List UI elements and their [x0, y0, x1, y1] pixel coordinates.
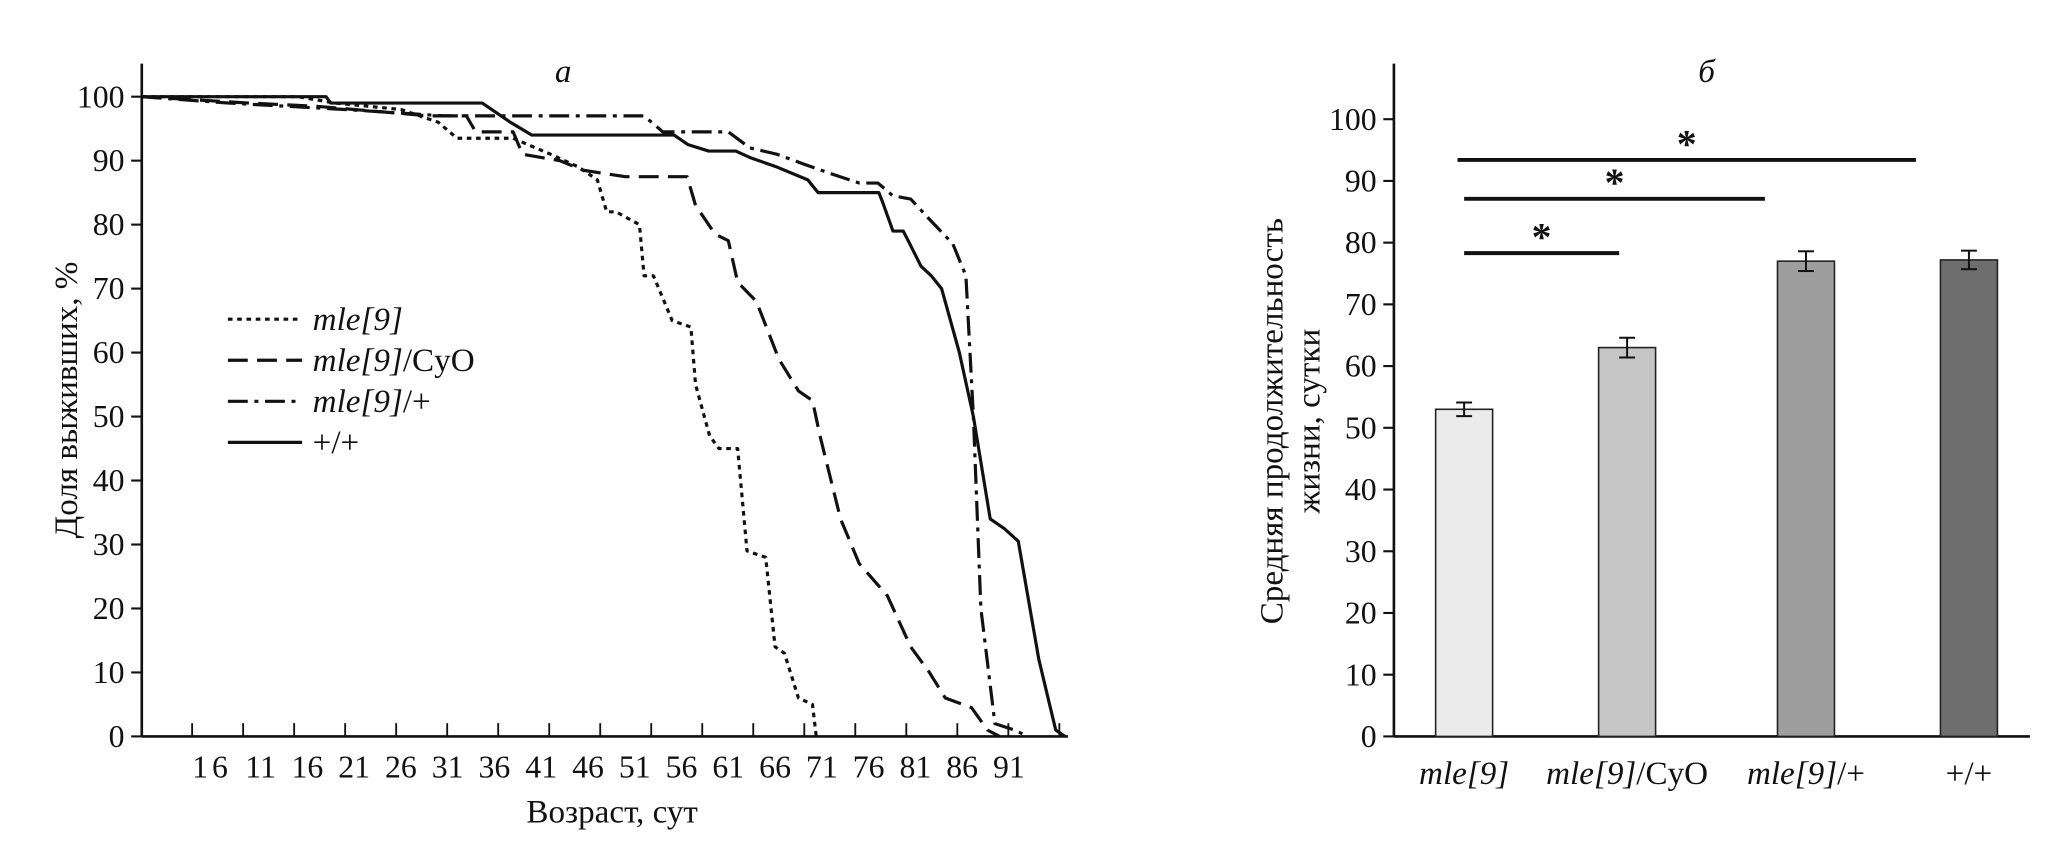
x-tick-label: 16	[291, 749, 323, 784]
x-tick-label: 21	[338, 749, 370, 784]
y-tick-label: 70	[93, 271, 125, 306]
x-tick-label: 91	[993, 749, 1025, 784]
x-category-label: mle[9]/+	[1747, 755, 1865, 792]
x-tick-label: 56	[666, 749, 698, 784]
survival-curve-mle-9-	[141, 95, 1029, 738]
x-tick-label: 66	[759, 749, 791, 784]
survival-curve-mle-9-	[141, 95, 818, 737]
bar	[1597, 346, 1657, 738]
x-tick-label: 11	[245, 749, 276, 784]
y-tick-label: 70	[1345, 287, 1377, 322]
y-tick-label: 60	[93, 335, 125, 370]
x-tick-label: 36	[479, 749, 511, 784]
x-tick-label: 71	[806, 749, 838, 784]
y-ticks: 0 10 20 30 40 50 60 70 80 90 100	[77, 79, 142, 754]
y-tick-label: 0	[109, 719, 125, 754]
x-tick-label: 51	[619, 749, 651, 784]
x-tick-label: 76	[853, 749, 885, 784]
x-tick-label: 61	[712, 749, 744, 784]
bar	[1434, 408, 1494, 738]
x-tick-label: 86	[946, 749, 978, 784]
significance-star: *	[1677, 122, 1697, 166]
legend-label: mle[9]/+	[313, 383, 431, 420]
y-tick-label: 30	[93, 527, 125, 562]
bar	[1776, 260, 1836, 738]
y-tick-label: 80	[93, 207, 125, 242]
y-tick-label: 60	[1345, 349, 1377, 384]
legend-label: +/+	[313, 424, 360, 461]
y-axis-label: Доля выживших, %	[48, 262, 85, 539]
survival-curve-mle-9-CyO	[141, 95, 1001, 738]
y-tick-label: 90	[1345, 164, 1377, 199]
significance-star: *	[1605, 161, 1625, 205]
bars: mle[9] mle[9]/CyO mle[9]/+ +/+	[1419, 249, 1999, 792]
y-tick-label: 90	[93, 143, 125, 178]
survival-curve--	[141, 95, 1066, 738]
survival-curves	[141, 95, 1066, 738]
y-axis-label-line1: Средняя продолжительность	[1254, 218, 1291, 624]
x-tick-label: 6	[212, 749, 228, 784]
y-tick-label: 20	[1345, 596, 1377, 631]
y-tick-label: 30	[1345, 534, 1377, 569]
y-tick-label: 50	[93, 399, 125, 434]
y-tick-label: 100	[1329, 102, 1377, 137]
legend-label: mle[9]/CyO	[313, 342, 475, 379]
x-category-label: mle[9]/CyO	[1546, 755, 1708, 792]
x-category-label: +/+	[1946, 755, 1993, 792]
y-axis-label-line2: жизни, сутки	[1291, 329, 1328, 515]
bar	[1939, 259, 1999, 738]
y-tick-label: 10	[1345, 657, 1377, 692]
y-tick-label: 50	[1345, 410, 1377, 445]
x-category-label: mle[9]	[1419, 755, 1509, 792]
legend-label: mle[9]	[313, 301, 403, 338]
y-tick-label: 0	[1361, 719, 1377, 754]
x-ticks: 1 6 11 16 21 26 31 36 41 46 51 56 61 66 71 76 81 86 91	[191, 723, 1061, 784]
significance-star: *	[1532, 215, 1552, 259]
y-tick-label: 10	[93, 655, 125, 690]
x-tick-label: 46	[572, 749, 604, 784]
x-tick-label: 1	[192, 749, 208, 784]
lifespan-bar-chart: б 0 10 20 30 40 50 60 70 80 90 100 mle[9] mle[9]/Cy…	[1254, 53, 2030, 792]
chart-a-title: а	[555, 53, 572, 90]
x-axis-label: Возраст, сут	[526, 794, 698, 831]
y-tick-label: 40	[93, 463, 125, 498]
y-tick-label: 100	[77, 79, 125, 114]
chart-b-title: б	[1698, 53, 1716, 90]
legend: mle[9] mle[9]/CyO mle[9]/+ +/+	[227, 301, 475, 461]
x-tick-label: 26	[385, 749, 417, 784]
significance-brackets: * * *	[1457, 122, 1916, 259]
y-tick-label: 20	[93, 591, 125, 626]
x-tick-label: 81	[899, 749, 931, 784]
x-tick-label: 41	[525, 749, 557, 784]
y-tick-label: 40	[1345, 472, 1377, 507]
y-ticks: 0 10 20 30 40 50 60 70 80 90 100	[1329, 102, 1394, 754]
x-tick-label: 31	[432, 749, 464, 784]
y-tick-label: 80	[1345, 225, 1377, 260]
